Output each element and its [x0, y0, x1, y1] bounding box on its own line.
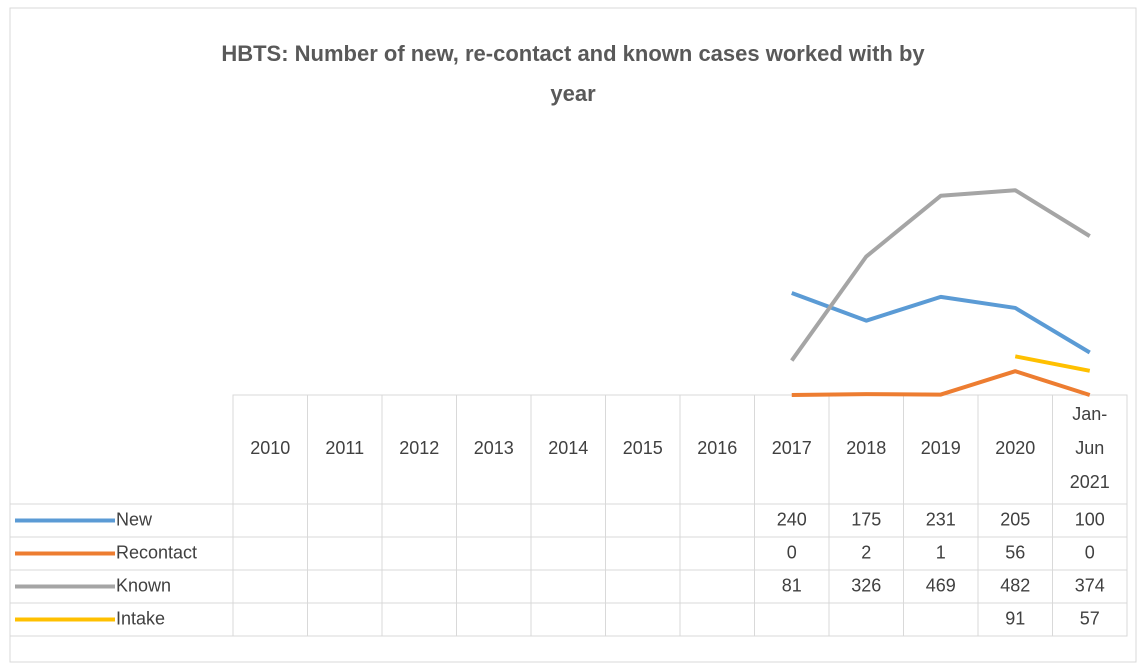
series-line — [1014, 354, 1091, 373]
category-label: Jan-Jun 2021 — [1070, 404, 1110, 492]
category-label: 2010 — [250, 438, 290, 458]
table-value: 2 — [861, 542, 871, 562]
table-cell — [1052, 602, 1128, 637]
category-label: 2014 — [548, 438, 588, 458]
category-label: 2015 — [623, 438, 663, 458]
category-label: 2011 — [325, 438, 364, 458]
table-value: 326 — [851, 575, 881, 595]
table-value: 57 — [1080, 608, 1100, 628]
series-line — [791, 369, 1091, 397]
table-value: 81 — [782, 575, 802, 595]
category-label: 2020 — [995, 438, 1035, 458]
series-line — [790, 188, 1091, 362]
table-value: 0 — [787, 542, 797, 562]
legend-label: New — [116, 509, 153, 529]
category-label: 2018 — [846, 438, 886, 458]
chart-frame — [9, 7, 1137, 663]
table-value: 1 — [936, 542, 946, 562]
category-label: 2016 — [697, 438, 737, 458]
table-value: 482 — [1000, 575, 1030, 595]
table-value: 469 — [926, 575, 956, 595]
table-value: 240 — [777, 509, 807, 529]
series-line — [791, 291, 1091, 355]
table-value: 91 — [1005, 608, 1025, 628]
table-value: 0 — [1085, 542, 1095, 562]
table-value: 231 — [926, 509, 956, 529]
category-label: 2017 — [772, 438, 812, 458]
table-value: 56 — [1005, 542, 1025, 562]
category-label: 2012 — [399, 438, 439, 458]
table-value: 205 — [1000, 509, 1030, 529]
table-value: 100 — [1075, 509, 1105, 529]
category-label: 2019 — [921, 438, 961, 458]
legend-label: Known — [116, 575, 171, 595]
legend-label: Intake — [116, 608, 165, 628]
category-label: 2013 — [474, 438, 514, 458]
table-value: 175 — [851, 509, 881, 529]
chart-title: HBTS: Number of new, re-contact and know… — [221, 41, 925, 106]
table-value: 374 — [1075, 575, 1105, 595]
legend-label: Recontact — [116, 542, 197, 562]
